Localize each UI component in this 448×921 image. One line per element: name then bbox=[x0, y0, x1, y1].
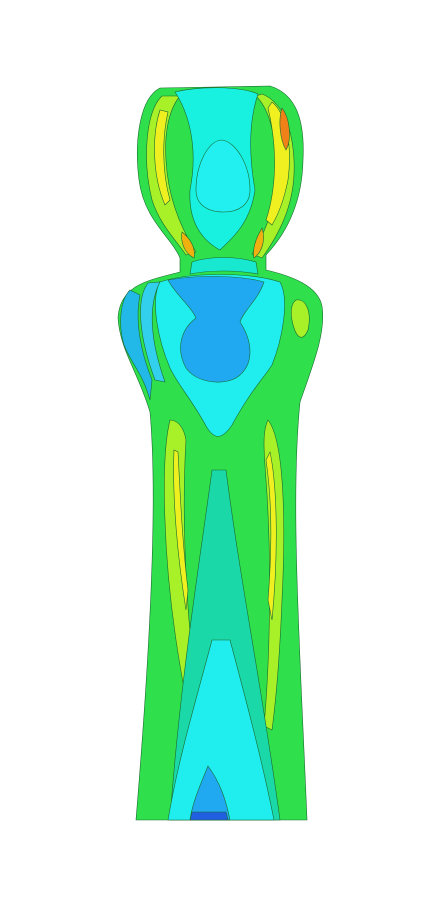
hot-spot bbox=[181, 231, 195, 259]
base-edge bbox=[189, 811, 229, 821]
neck bbox=[189, 257, 259, 275]
hot-spot bbox=[253, 227, 264, 259]
lower-core bbox=[167, 639, 275, 821]
side-band bbox=[173, 449, 189, 611]
shoulder-band bbox=[290, 299, 310, 338]
edge-region bbox=[140, 281, 166, 383]
head-core-inner bbox=[195, 139, 251, 213]
head-band bbox=[154, 109, 171, 206]
body-blue bbox=[167, 276, 265, 383]
edge-region bbox=[120, 289, 153, 401]
hot-spot bbox=[279, 107, 290, 151]
side-band bbox=[265, 451, 277, 621]
